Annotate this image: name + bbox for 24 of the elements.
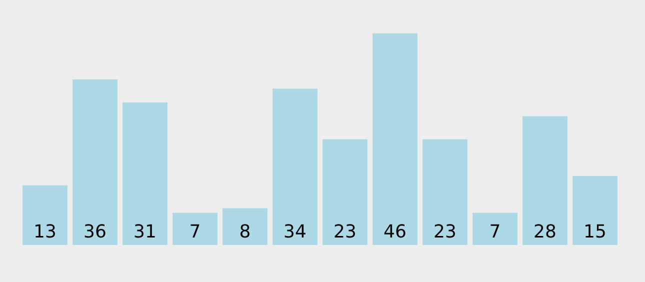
- bar: [72, 79, 118, 245]
- data-label: 34: [284, 222, 306, 243]
- data-label: 23: [434, 222, 456, 243]
- data-label: 15: [584, 222, 606, 243]
- data-label: 46: [384, 222, 406, 243]
- bar: [572, 176, 618, 245]
- bar: [422, 139, 468, 245]
- data-label: 7: [489, 222, 501, 243]
- data-label: 13: [34, 222, 56, 243]
- bar: [522, 116, 568, 245]
- data-label: 23: [334, 222, 356, 243]
- data-label: 31: [134, 222, 156, 243]
- bar: [322, 139, 368, 245]
- bar: [222, 208, 268, 245]
- bar: [272, 88, 318, 245]
- bar: [122, 102, 168, 245]
- data-label: 28: [534, 222, 556, 243]
- data-label: 7: [189, 222, 201, 243]
- data-label: 8: [239, 222, 251, 243]
- bar: [172, 212, 218, 245]
- bar: [22, 185, 68, 245]
- bar: [472, 212, 518, 245]
- bar: [372, 33, 418, 245]
- data-label: 36: [84, 222, 106, 243]
